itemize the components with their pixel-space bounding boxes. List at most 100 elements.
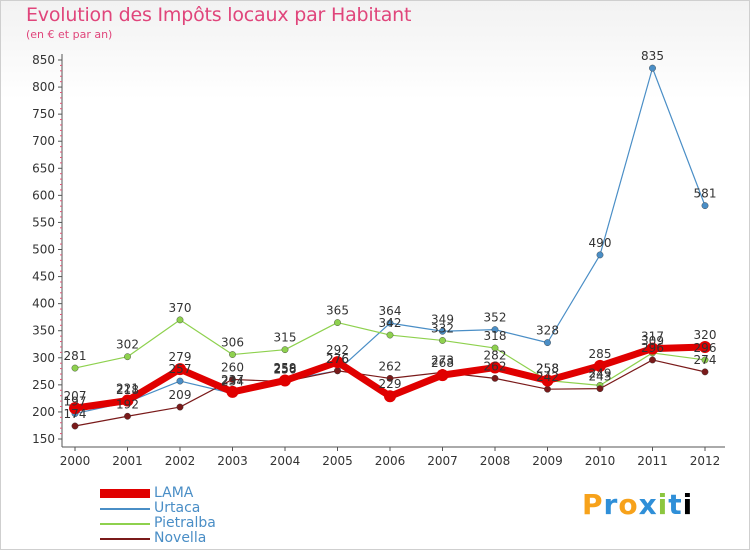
data-label: 364 [379, 304, 402, 318]
legend-swatch [100, 508, 150, 510]
data-label: 282 [484, 349, 507, 363]
chart-title: Evolution des Impôts locaux par Habitant [26, 4, 412, 26]
data-label: 309 [641, 334, 664, 348]
data-point-urtaca [596, 251, 604, 259]
y-tick-label: 700 [32, 134, 55, 148]
legend-item-urtaca: Urtaca [100, 501, 216, 516]
data-point-urtaca [176, 377, 184, 385]
data-label: 342 [379, 316, 402, 330]
data-point-pietralba [334, 319, 341, 326]
data-point-novella [71, 422, 79, 430]
data-point-lama [646, 342, 659, 355]
data-label: 174 [64, 407, 87, 421]
data-point-novella [386, 374, 394, 382]
logo-letter: x [638, 488, 658, 521]
data-label: 490 [589, 236, 612, 250]
data-label: 328 [536, 324, 559, 338]
data-point-lama [226, 385, 239, 398]
logo-letter: t [668, 488, 683, 521]
data-label: 349 [431, 312, 454, 326]
x-tick-label: 2003 [217, 454, 248, 468]
data-point-urtaca [386, 319, 394, 327]
x-tick-label: 2002 [165, 454, 196, 468]
data-label: 296 [641, 341, 664, 355]
data-point-lama [541, 374, 554, 387]
data-label: 370 [169, 301, 192, 315]
data-point-pietralba [281, 346, 289, 354]
y-tick-label: 150 [32, 432, 55, 446]
data-label: 218 [116, 383, 139, 397]
legend-label: LAMA [154, 485, 194, 501]
data-point-pietralba [386, 331, 394, 339]
logo-letter: i [657, 488, 669, 521]
data-label: 257 [169, 362, 192, 376]
logo-letter: r [603, 488, 619, 521]
x-tick-label: 2011 [637, 454, 668, 468]
data-point-lama [384, 390, 396, 403]
data-point-novella [701, 368, 709, 376]
data-point-novella [229, 376, 236, 383]
data-point-lama [436, 369, 449, 382]
legend: LAMA Urtaca Pietralba Novella [100, 486, 216, 546]
legend-swatch [100, 538, 150, 540]
data-label: 243 [589, 370, 612, 384]
data-label: 259 [274, 361, 297, 375]
y-tick-label: 850 [32, 53, 55, 67]
data-label: 302 [116, 338, 139, 352]
data-label: 315 [274, 331, 297, 345]
data-label: 237 [221, 373, 244, 387]
y-tick-label: 650 [32, 161, 55, 175]
legend-label: Urtaca [154, 500, 201, 516]
legend-item-pietralba: Pietralba [100, 516, 216, 531]
x-tick-label: 2009 [532, 454, 563, 468]
x-tick-label: 2006 [375, 454, 406, 468]
data-point-pietralba [229, 351, 236, 358]
logo-letter: o [618, 488, 639, 521]
logo-letter: i [682, 488, 694, 521]
data-label: 332 [431, 321, 454, 335]
data-point-novella [334, 367, 341, 375]
data-point-lama [489, 361, 501, 374]
data-label: 256 [274, 363, 297, 377]
data-label: 207 [64, 389, 87, 403]
data-point-novella [596, 385, 604, 393]
data-label: 258 [274, 362, 297, 376]
legend-item-novella: Novella [100, 531, 216, 546]
x-tick-label: 2010 [585, 454, 616, 468]
data-label: 306 [221, 336, 244, 350]
data-point-urtaca [439, 327, 446, 335]
legend-swatch [100, 523, 150, 525]
data-point-pietralba [439, 337, 446, 344]
data-label: 262 [484, 359, 507, 373]
chart-subtitle: (en € et par an) [26, 28, 113, 41]
y-tick-label: 300 [32, 351, 55, 365]
x-tick-label: 2001 [112, 454, 143, 468]
data-label: 276 [326, 352, 349, 366]
data-label: 268 [431, 356, 454, 370]
x-tick-label: 2005 [322, 454, 353, 468]
data-label: 197 [64, 395, 87, 409]
data-point-lama [331, 356, 344, 369]
legend-label: Novella [154, 530, 207, 546]
data-point-pietralba [491, 344, 499, 352]
y-tick-label: 250 [32, 378, 55, 392]
data-label: 192 [116, 397, 139, 411]
y-tick-label: 350 [32, 324, 55, 338]
data-label: 258 [536, 362, 559, 376]
data-label: 296 [694, 341, 717, 355]
data-point-novella [124, 412, 131, 420]
y-tick-label: 450 [32, 270, 55, 284]
data-label: 279 [169, 350, 192, 364]
logo-letter: P [582, 488, 604, 521]
data-point-urtaca [491, 326, 499, 334]
data-label: 258 [536, 362, 559, 376]
proxiti-logo: Proxiti [582, 488, 693, 521]
data-point-lama [121, 394, 134, 407]
data-label: 229 [379, 377, 402, 391]
data-point-pietralba [701, 356, 709, 364]
data-label: 273 [431, 353, 454, 367]
data-point-novella [176, 403, 184, 411]
data-point-lama [699, 340, 711, 353]
data-point-urtaca [649, 64, 656, 72]
